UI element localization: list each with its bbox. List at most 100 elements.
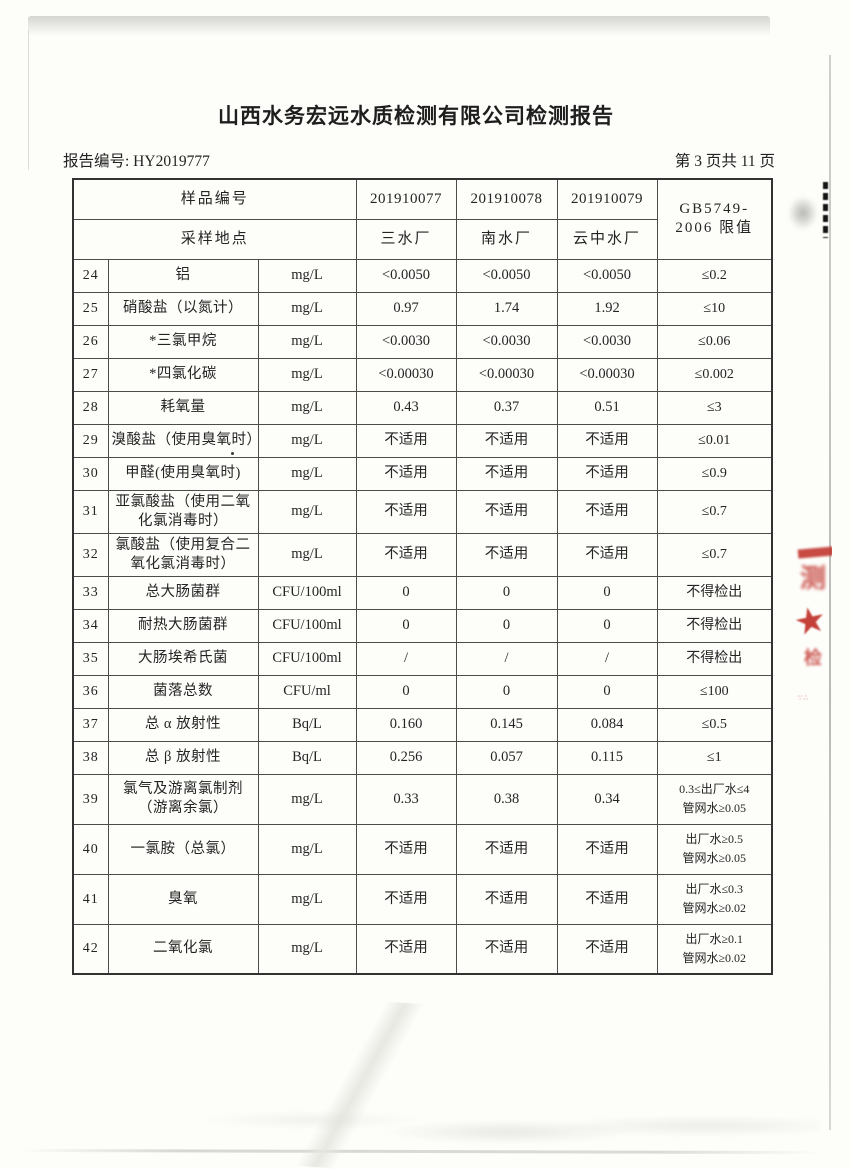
value-cell: 不适用 bbox=[455, 823, 558, 875]
header-row-sites: 采样地点 三水厂 南水厂 云中水厂 bbox=[72, 218, 772, 260]
table-row: 41 臭氧 mg/L 不适用 不适用 不适用 出厂水≤0.3 管网水≥0.02 bbox=[72, 873, 773, 925]
limit-cell: 出厂水≤0.3 管网水≥0.02 bbox=[656, 873, 773, 925]
sample-no-label: 样品编号 bbox=[72, 178, 357, 220]
header-row-sample-ids: 样品编号 201910077 201910078 201910079 GB574… bbox=[72, 178, 773, 260]
limit-cell: ≤0.002 bbox=[656, 357, 773, 392]
value-cell: 0 bbox=[556, 575, 658, 610]
results-table-head-rows: 样品编号 201910077 201910078 201910079 GB574… bbox=[72, 178, 773, 260]
value-cell: 0 bbox=[355, 608, 457, 643]
parameter-name-cell: 氯气及游离氯制剂（游离余氯） bbox=[107, 773, 259, 825]
limit-cell: ≤0.7 bbox=[656, 489, 773, 534]
value-cell: 不适用 bbox=[556, 532, 658, 577]
table-row: 36 菌落总数 CFU/ml 0 0 0 ≤100 bbox=[72, 674, 773, 709]
row-number-cell: 32 bbox=[72, 532, 109, 577]
row-number-cell: 41 bbox=[72, 873, 109, 925]
limit-cell: ≤0.06 bbox=[656, 324, 773, 359]
limit-cell: ≤100 bbox=[656, 674, 773, 709]
value-cell: 0 bbox=[556, 674, 658, 709]
site-cell: 三水厂 bbox=[355, 218, 457, 260]
parameter-name-cell: 菌落总数 bbox=[107, 674, 259, 709]
value-cell: / bbox=[355, 641, 457, 676]
value-cell: 0.38 bbox=[455, 773, 558, 825]
stamp-character-blob: 检 bbox=[804, 648, 822, 668]
value-cell: / bbox=[455, 641, 558, 676]
stamp-character-blob: 测 bbox=[800, 564, 827, 593]
table-row: 38 总 β 放射性 Bq/L 0.256 0.057 0.115 ≤1 bbox=[72, 740, 773, 775]
value-cell: 0.34 bbox=[556, 773, 658, 825]
value-cell: 0 bbox=[355, 674, 457, 709]
table-row: 25 硝酸盐（以氮计） mg/L 0.97 1.74 1.92 ≤10 bbox=[72, 291, 773, 326]
limit-cell: 出厂水≥0.1 管网水≥0.02 bbox=[656, 923, 773, 975]
row-number-cell: 30 bbox=[72, 456, 109, 491]
row-number-cell: 38 bbox=[72, 740, 109, 775]
value-cell: 0.37 bbox=[455, 390, 558, 425]
site-cell: 云中水厂 bbox=[556, 218, 658, 260]
value-cell: / bbox=[556, 641, 658, 676]
unit-cell: CFU/100ml bbox=[257, 608, 357, 643]
row-number-cell: 39 bbox=[72, 773, 109, 825]
table-row: 32 氯酸盐（使用复合二氧化氯消毒时） mg/L 不适用 不适用 不适用 ≤0.7 bbox=[72, 532, 773, 577]
value-cell: 不适用 bbox=[355, 923, 457, 975]
table-row: 42 二氧化氯 mg/L 不适用 不适用 不适用 出厂水≥0.1 管网水≥0.02 bbox=[72, 923, 773, 975]
scan-mottle bbox=[40, 1090, 820, 1150]
page-indicator: 第 3 页共 11 页 bbox=[674, 153, 775, 170]
unit-cell: CFU/100ml bbox=[257, 641, 357, 676]
parameter-name-cell: 臭氧 bbox=[107, 873, 259, 925]
value-cell: <0.0050 bbox=[455, 258, 558, 293]
parameter-name-cell: 氯酸盐（使用复合二氧化氯消毒时） bbox=[107, 532, 259, 577]
value-cell: 0.43 bbox=[355, 390, 457, 425]
unit-cell: Bq/L bbox=[257, 740, 357, 775]
value-cell: <0.0030 bbox=[556, 324, 658, 359]
unit-cell: mg/L bbox=[257, 773, 357, 825]
value-cell: 不适用 bbox=[455, 532, 558, 577]
unit-cell: mg/L bbox=[257, 258, 357, 293]
limit-cell: 不得检出 bbox=[656, 575, 773, 610]
unit-cell: CFU/100ml bbox=[257, 575, 357, 610]
parameter-name-cell: 总 β 放射性 bbox=[107, 740, 259, 775]
sample-site-label: 采样地点 bbox=[72, 218, 357, 260]
row-number-cell: 25 bbox=[72, 291, 109, 326]
value-cell: 0.97 bbox=[355, 291, 457, 326]
limit-standard-header: GB5749- 2006 限值 bbox=[656, 178, 773, 260]
sample-id-cell: 201910078 bbox=[455, 178, 558, 220]
parameter-name-cell: *三氯甲烷 bbox=[107, 324, 259, 359]
value-cell: 0 bbox=[455, 575, 558, 610]
table-row: 40 一氯胺（总氯） mg/L 不适用 不适用 不适用 出厂水≥0.5 管网水≥0.05 bbox=[72, 823, 773, 875]
row-number-cell: 34 bbox=[72, 608, 109, 643]
limit-standard-line1: GB5749- bbox=[679, 201, 750, 218]
row-number-cell: 27 bbox=[72, 357, 109, 392]
value-cell: <0.0050 bbox=[556, 258, 658, 293]
row-number-cell: 26 bbox=[72, 324, 109, 359]
results-table: 样品编号 201910077 201910078 201910079 GB574… bbox=[72, 178, 773, 975]
limit-cell: ≤0.01 bbox=[656, 423, 773, 458]
parameter-name-cell: 总 α 放射性 bbox=[107, 707, 259, 742]
value-cell: 不适用 bbox=[355, 873, 457, 925]
row-number-cell: 40 bbox=[72, 823, 109, 875]
parameter-name-cell: 耐热大肠菌群 bbox=[107, 608, 259, 643]
value-cell: 0.145 bbox=[455, 707, 558, 742]
value-cell: 不适用 bbox=[455, 456, 558, 491]
stamp-tiny-text: ∵∴ bbox=[798, 694, 809, 702]
scan-edge-right bbox=[829, 55, 831, 1130]
value-cell: 不适用 bbox=[556, 423, 658, 458]
parameter-name-cell: *四氯化碳 bbox=[107, 357, 259, 392]
unit-cell: mg/L bbox=[257, 532, 357, 577]
value-cell: 0.256 bbox=[355, 740, 457, 775]
value-cell: 不适用 bbox=[556, 873, 658, 925]
value-cell: <0.00030 bbox=[355, 357, 457, 392]
value-cell: 0.057 bbox=[455, 740, 558, 775]
row-number-cell: 29 bbox=[72, 423, 109, 458]
limit-standard-line2: 2006 限值 bbox=[675, 220, 754, 237]
value-cell: 0 bbox=[455, 608, 558, 643]
table-row: 35 大肠埃希氏菌 CFU/100ml / / / 不得检出 bbox=[72, 641, 773, 676]
page-title: 山西水务宏远水质检测有限公司检测报告 bbox=[218, 105, 614, 128]
parameter-name-cell: 二氧化氯 bbox=[107, 923, 259, 975]
unit-cell: CFU/ml bbox=[257, 674, 357, 709]
limit-cell: 不得检出 bbox=[656, 608, 773, 643]
value-cell: 1.74 bbox=[455, 291, 558, 326]
value-cell: 不适用 bbox=[455, 923, 558, 975]
parameter-name-cell: 一氯胺（总氯） bbox=[107, 823, 259, 875]
value-cell: <0.00030 bbox=[455, 357, 558, 392]
limit-cell: 不得检出 bbox=[656, 641, 773, 676]
